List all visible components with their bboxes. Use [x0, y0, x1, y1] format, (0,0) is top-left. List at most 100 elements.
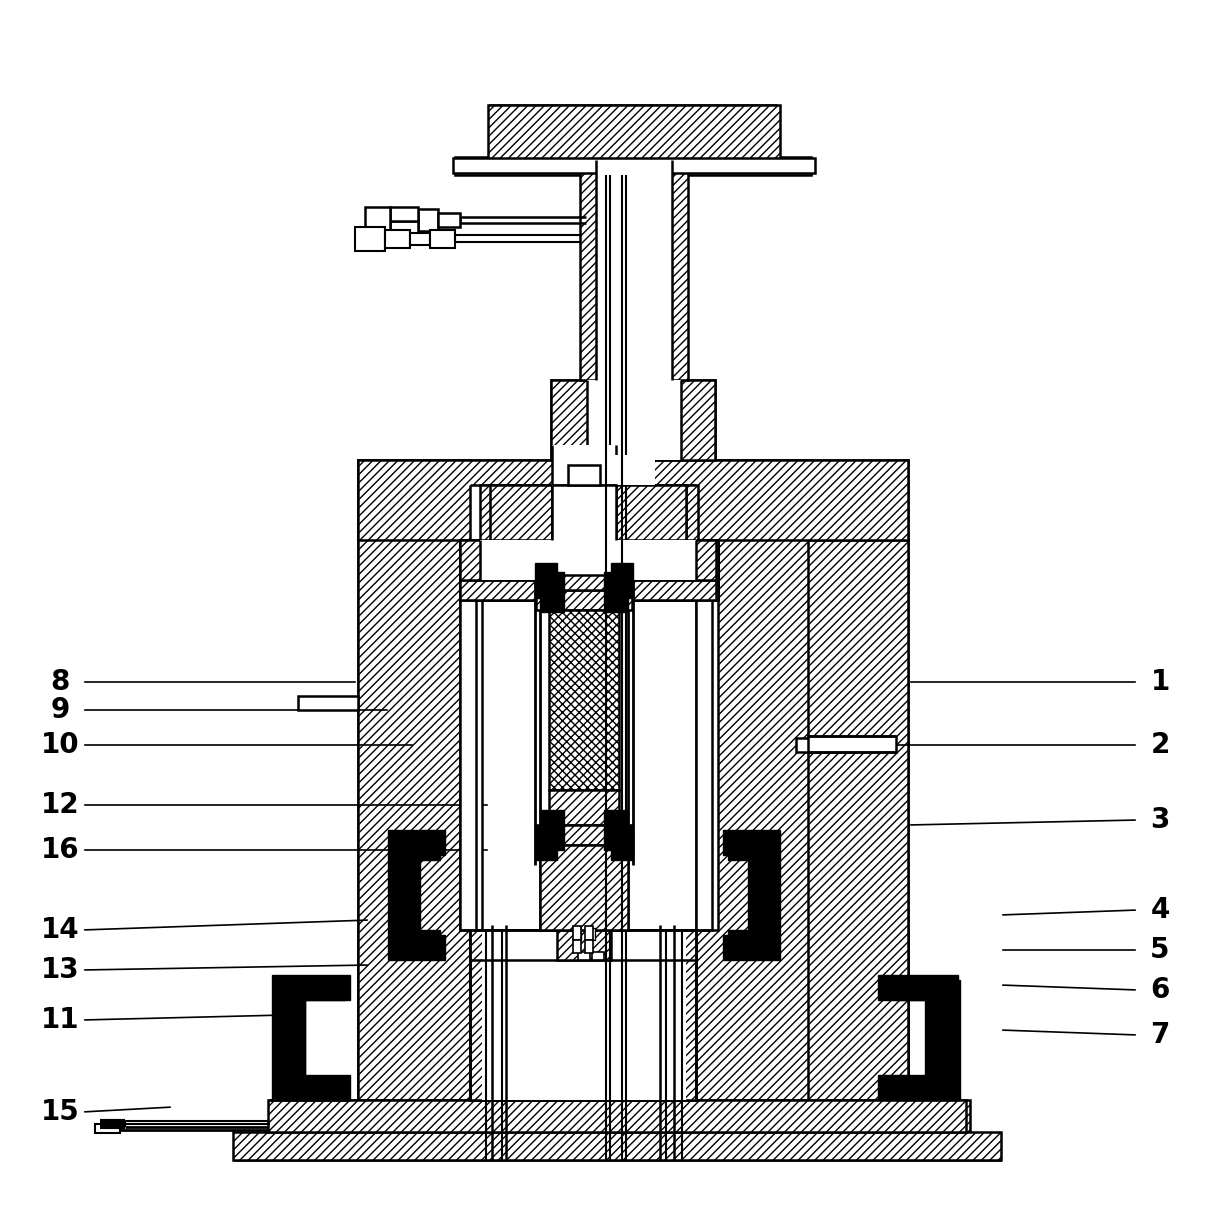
- Bar: [490, 486, 686, 540]
- Bar: [430, 231, 455, 248]
- Text: 9: 9: [50, 695, 70, 723]
- Bar: [460, 540, 718, 600]
- Bar: [359, 540, 470, 1100]
- Bar: [470, 540, 696, 930]
- Bar: [535, 825, 632, 845]
- Bar: [551, 379, 715, 460]
- Bar: [470, 486, 696, 540]
- Bar: [358, 460, 470, 1100]
- Bar: [390, 207, 419, 221]
- Bar: [540, 810, 564, 850]
- Bar: [492, 486, 686, 550]
- Bar: [579, 952, 590, 960]
- Bar: [587, 379, 681, 460]
- Bar: [460, 550, 718, 600]
- Bar: [540, 850, 628, 930]
- Bar: [535, 590, 632, 610]
- Polygon shape: [728, 841, 778, 950]
- Polygon shape: [279, 980, 345, 1100]
- Bar: [438, 214, 460, 227]
- Bar: [480, 486, 698, 560]
- Bar: [567, 465, 599, 486]
- Bar: [604, 572, 628, 612]
- Bar: [460, 540, 716, 580]
- Bar: [268, 1100, 966, 1132]
- Bar: [385, 231, 410, 248]
- Bar: [410, 233, 430, 245]
- Bar: [390, 221, 419, 235]
- Text: 13: 13: [41, 956, 79, 985]
- Bar: [796, 540, 908, 1100]
- Bar: [470, 930, 696, 1100]
- Bar: [696, 460, 808, 1100]
- Polygon shape: [723, 830, 780, 960]
- Polygon shape: [878, 975, 958, 1100]
- Bar: [551, 379, 715, 460]
- Polygon shape: [390, 841, 439, 950]
- Bar: [580, 160, 688, 379]
- Text: 16: 16: [41, 836, 79, 864]
- Bar: [298, 695, 358, 710]
- Bar: [551, 600, 616, 805]
- Bar: [455, 157, 811, 174]
- Bar: [540, 845, 628, 930]
- Bar: [575, 455, 655, 486]
- Text: 4: 4: [1150, 895, 1169, 924]
- Bar: [487, 105, 780, 160]
- Bar: [358, 460, 908, 540]
- Text: 3: 3: [1150, 806, 1169, 834]
- Text: 6: 6: [1150, 976, 1169, 1004]
- Bar: [585, 939, 593, 953]
- Bar: [95, 1124, 119, 1133]
- Polygon shape: [388, 830, 444, 960]
- Bar: [586, 160, 680, 379]
- Bar: [453, 159, 815, 173]
- Text: 7: 7: [1150, 1021, 1169, 1049]
- Bar: [270, 1100, 970, 1135]
- Text: 12: 12: [41, 791, 79, 819]
- Bar: [551, 445, 616, 560]
- Bar: [535, 562, 556, 598]
- Bar: [540, 572, 564, 612]
- Bar: [696, 540, 718, 930]
- Bar: [549, 610, 619, 791]
- Text: 8: 8: [50, 669, 70, 695]
- Bar: [611, 562, 633, 598]
- Text: 14: 14: [41, 916, 79, 944]
- Text: 5: 5: [1150, 936, 1169, 964]
- Bar: [233, 1132, 1001, 1160]
- Bar: [358, 460, 908, 540]
- Bar: [470, 930, 696, 1100]
- Bar: [596, 160, 672, 379]
- Bar: [808, 736, 896, 752]
- Bar: [535, 825, 556, 860]
- Bar: [585, 926, 593, 939]
- Bar: [611, 825, 633, 860]
- Bar: [460, 540, 718, 600]
- Bar: [480, 540, 696, 580]
- Text: 10: 10: [41, 731, 79, 759]
- Bar: [492, 490, 686, 540]
- Bar: [572, 926, 581, 939]
- Bar: [470, 960, 696, 1100]
- Bar: [604, 810, 628, 850]
- Bar: [551, 486, 616, 600]
- Bar: [358, 930, 908, 1100]
- Bar: [460, 540, 483, 930]
- Bar: [796, 738, 856, 752]
- Bar: [572, 939, 581, 953]
- Bar: [419, 209, 438, 231]
- Bar: [460, 580, 476, 930]
- Bar: [483, 930, 686, 1100]
- Text: 2: 2: [1150, 731, 1169, 759]
- Bar: [366, 207, 390, 235]
- Bar: [572, 928, 581, 939]
- Bar: [592, 952, 604, 960]
- Bar: [696, 580, 712, 930]
- Bar: [549, 791, 619, 825]
- Bar: [551, 486, 616, 540]
- Bar: [556, 930, 611, 960]
- Text: 15: 15: [41, 1098, 79, 1126]
- Polygon shape: [895, 980, 960, 1100]
- Bar: [587, 928, 595, 939]
